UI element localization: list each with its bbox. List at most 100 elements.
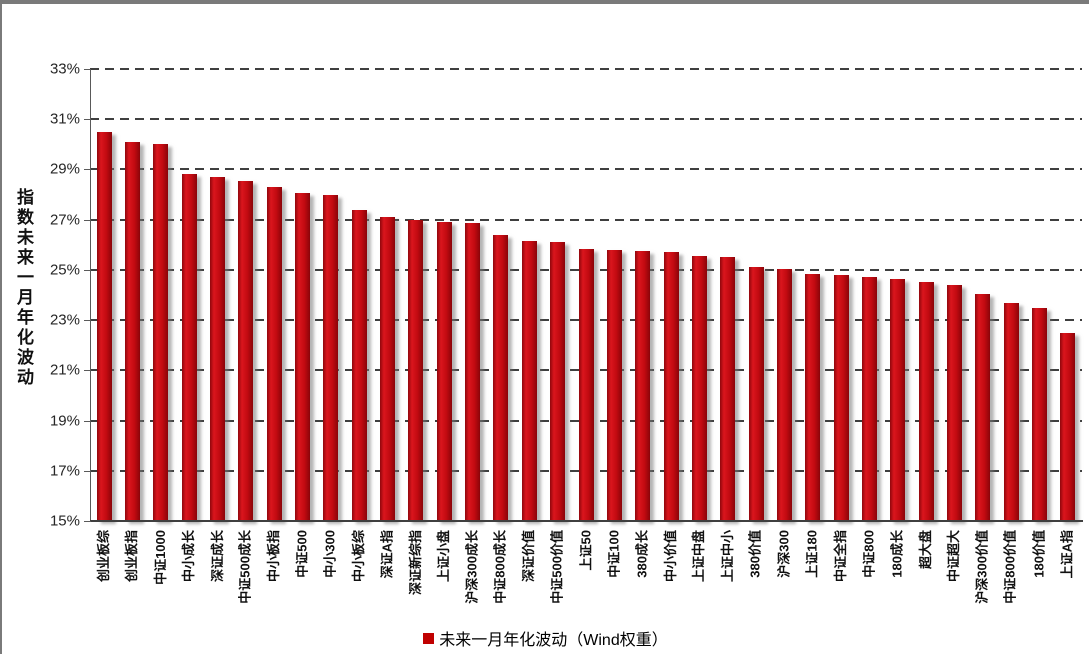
x-tick-label: 中小板综 [351,530,367,583]
y-tick-mark [84,320,91,321]
x-tick-label: 中证800 [861,530,877,578]
bar [125,141,140,521]
gridline-27% [90,218,1082,221]
y-tick-mark [84,521,91,522]
y-axis-line [90,69,91,522]
bar [776,268,792,521]
bar [890,278,906,521]
bar [266,187,282,521]
y-tick-mark [84,220,91,221]
bar [1031,307,1047,521]
bar [833,274,849,521]
bar [436,222,452,521]
bar [663,252,679,521]
x-tick-label: 沪深300 [776,530,792,578]
bar [210,176,226,521]
y-tick-label: 27% [49,211,80,229]
bar [351,209,367,521]
y-tick-label: 33% [49,60,80,78]
x-tick-label: 中证800成长 [492,530,508,604]
y-tick-mark [84,270,91,271]
x-tick-label: 180成长 [889,530,905,578]
bar [635,251,651,521]
bar [550,242,566,521]
y-tick-label: 15% [49,512,80,530]
y-axis-title: 指数未来一月年化波动 [14,188,33,388]
bar [578,248,594,521]
x-tick-label: 沪深300价值 [974,530,990,604]
legend-label: 未来一月年化波动（Wind权重） [439,632,668,649]
x-tick-label: 深证成长 [209,530,225,583]
x-tick-label: 中证1000 [152,530,168,585]
legend: 未来一月年化波动（Wind权重） [2,626,1089,650]
bar [96,131,112,521]
bar [861,277,877,521]
y-tick-mark [84,119,91,120]
x-tick-label: 中证500 [294,530,310,578]
y-tick-label: 31% [49,110,80,128]
x-tick-label: 中证全指 [833,530,849,583]
bar [153,144,169,521]
x-tick-label: 上证中小 [719,530,735,583]
bar [748,267,764,521]
bar [691,256,707,521]
y-tick-label: 19% [49,412,80,430]
x-tick-label: 180价值 [1031,530,1047,578]
x-tick-label: 超大盘 [918,530,934,570]
x-tick-label: 深证A指 [379,530,395,579]
y-tick-label: 21% [49,361,80,379]
bar [1060,332,1076,521]
bar [1003,302,1019,521]
y-tick-label: 17% [49,462,80,480]
x-tick-label: 380成长 [634,530,650,578]
y-tick-label: 23% [49,311,80,329]
plot-area [90,68,1082,521]
y-tick-mark [84,370,91,371]
y-tick-mark [84,471,91,472]
x-tick-label: 沪深300成长 [464,530,480,604]
bar [720,257,736,521]
x-tick-label: 中证100 [606,530,622,578]
bar [238,180,254,521]
bar [380,217,396,521]
legend-swatch-icon [423,632,435,644]
x-tick-label: 上证中盘 [691,530,707,583]
gridline-29% [90,168,1082,171]
x-tick-label: 创业板指 [124,530,140,583]
bar [918,282,934,521]
gridline-31% [90,118,1082,121]
x-tick-label: 中证超大 [946,530,962,583]
y-tick-mark [84,169,91,170]
x-tick-label: 380价值 [748,530,764,578]
bar [521,241,537,521]
bar [408,219,424,521]
x-tick-label: 中小300 [322,530,338,578]
x-tick-label: 中证800价值 [1003,530,1019,604]
x-tick-label: 深证价值 [521,530,537,583]
x-tick-label: 中小板指 [266,530,282,583]
x-tick-label: 中证500成长 [237,530,253,604]
x-tick-label: 深证新综指 [407,530,423,596]
bar [323,194,339,521]
y-tick-mark [84,69,91,70]
x-axis-line [90,520,1083,522]
bar [181,174,197,521]
bar [975,293,991,521]
x-tick-label: 创业板综 [96,530,112,583]
x-tick-label: 上证50 [578,530,593,571]
bar [606,249,622,521]
bar [465,223,481,521]
y-tick-label: 29% [49,160,80,178]
x-tick-label: 上证小盘 [436,530,452,583]
y-tick-mark [84,421,91,422]
bar [805,273,821,521]
bar [295,193,311,521]
bar [493,234,509,521]
x-tick-label: 上证180 [804,530,820,578]
x-tick-label: 中小成长 [181,530,197,583]
x-tick-label: 中小价值 [663,530,679,583]
bar [946,284,962,521]
x-tick-label: 中证500价值 [549,530,565,604]
y-tick-label: 25% [49,261,80,279]
